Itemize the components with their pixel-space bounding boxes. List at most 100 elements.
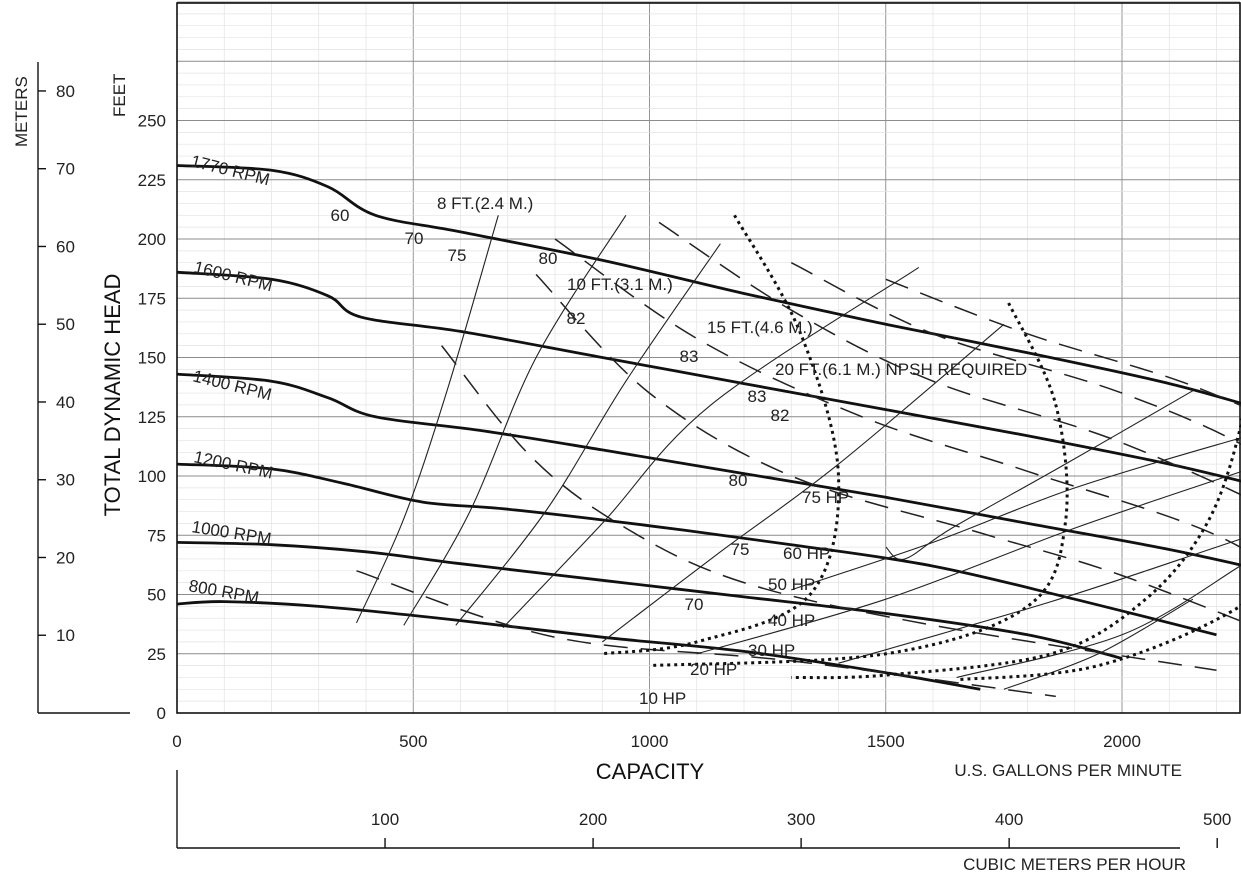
meters-axis-ticks: 10 20 30 40 50 60 70 80 bbox=[38, 82, 75, 645]
speed-curve-label: 1600 RPM bbox=[192, 257, 275, 295]
efficiency-curve-label: 70 bbox=[685, 595, 704, 614]
feet-tick-label: 50 bbox=[147, 586, 166, 605]
meters-tick-label: 10 bbox=[56, 626, 75, 645]
horsepower-curve-label: 60 HP bbox=[783, 544, 830, 563]
npsh-curves bbox=[602, 214, 1241, 682]
gpm-tick-label: 500 bbox=[399, 732, 427, 751]
gpm-tick-label: 2000 bbox=[1103, 732, 1141, 751]
speed-curve bbox=[176, 164, 1241, 405]
m3h-tick-label: 200 bbox=[579, 810, 607, 829]
npsh-curve-label: 15 FT.(4.6 M.) bbox=[707, 318, 813, 337]
npsh-curve bbox=[956, 604, 1241, 682]
gpm-unit-label: U.S. GALLONS PER MINUTE bbox=[954, 761, 1182, 780]
feet-tick-label: 125 bbox=[138, 408, 166, 427]
y-axis-title: TOTAL DYNAMIC HEAD bbox=[100, 274, 125, 517]
efficiency-curve-label: 83 bbox=[680, 347, 699, 366]
efficiency-curve bbox=[601, 323, 1005, 643]
horsepower-curve-label: 10 HP bbox=[639, 689, 686, 708]
m3h-tick-label: 300 bbox=[787, 810, 815, 829]
horsepower-curve-label: 40 HP bbox=[768, 611, 815, 630]
horsepower-curve bbox=[441, 345, 1217, 672]
efficiency-curve-label: 80 bbox=[729, 471, 748, 490]
efficiency-curve bbox=[355, 215, 499, 624]
x-axis-title: CAPACITY bbox=[596, 759, 705, 784]
efficiency-curve-label: 82 bbox=[771, 406, 790, 425]
speed-curves bbox=[176, 164, 1241, 691]
horsepower-curve bbox=[535, 273, 1241, 622]
feet-unit-label: FEET bbox=[110, 74, 129, 117]
feet-tick-label: 0 bbox=[157, 704, 166, 723]
npsh-curve-label: 20 FT.(6.1 M.) NPSH REQUIRED bbox=[775, 360, 1027, 379]
efficiency-curve-label: 75 bbox=[731, 540, 750, 559]
horsepower-curve-label: 75 HP bbox=[802, 488, 849, 507]
horsepower-curve-label: 20 HP bbox=[690, 660, 737, 679]
feet-tick-label: 25 bbox=[147, 645, 166, 664]
horsepower-curve bbox=[885, 278, 1241, 407]
horsepower-curves bbox=[356, 221, 1241, 698]
m3h-tick-label: 500 bbox=[1203, 810, 1231, 829]
horsepower-curve bbox=[554, 238, 1241, 549]
meters-tick-label: 50 bbox=[56, 315, 75, 334]
speed-curve bbox=[176, 541, 1123, 660]
feet-tick-label: 150 bbox=[138, 349, 166, 368]
npsh-curve-label: 10 FT.(3.1 M.) bbox=[567, 275, 673, 294]
feet-tick-label: 200 bbox=[138, 230, 166, 249]
efficiency-curve-label: 70 bbox=[405, 229, 424, 248]
m3h-unit-label: CUBIC METERS PER HOUR bbox=[963, 855, 1186, 874]
horsepower-curve-label: 30 HP bbox=[748, 641, 795, 660]
efficiency-curve-label: 75 bbox=[448, 246, 467, 265]
grid bbox=[177, 1, 1240, 713]
meters-tick-label: 20 bbox=[56, 548, 75, 567]
meters-tick-label: 30 bbox=[56, 471, 75, 490]
speed-curve bbox=[176, 372, 1241, 567]
m3h-tick-label: 100 bbox=[371, 810, 399, 829]
feet-tick-label: 225 bbox=[138, 171, 166, 190]
efficiency-curve-label: 82 bbox=[567, 309, 586, 328]
efficiency-curve bbox=[791, 437, 1241, 591]
efficiency-curve bbox=[838, 538, 1241, 664]
meters-tick-label: 40 bbox=[56, 393, 75, 412]
gpm-tick-label: 1000 bbox=[631, 732, 669, 751]
efficiency-curve bbox=[1003, 598, 1194, 690]
meters-unit-label: METERS bbox=[12, 76, 31, 147]
npsh-curve-label: 8 FT.(2.4 M.) bbox=[437, 194, 533, 213]
efficiency-curve bbox=[696, 471, 1241, 655]
efficiency-curve-label: 83 bbox=[748, 387, 767, 406]
efficiency-curves bbox=[355, 215, 1241, 690]
feet-tick-label: 175 bbox=[138, 289, 166, 308]
efficiency-curve-label: 60 bbox=[331, 206, 350, 225]
speed-curve-label: 1770 RPM bbox=[189, 151, 272, 189]
npsh-curve bbox=[649, 302, 1069, 668]
gpm-tick-label: 0 bbox=[172, 732, 181, 751]
horsepower-curve bbox=[356, 570, 1056, 698]
speed-curve-label: 1400 RPM bbox=[191, 366, 274, 404]
m3h-axis-ticks: 100200300400500600700800 bbox=[371, 810, 1231, 848]
npsh-curve bbox=[791, 416, 1241, 680]
feet-tick-label: 100 bbox=[138, 467, 166, 486]
horsepower-curve-label: 50 HP bbox=[768, 575, 815, 594]
plot-frame bbox=[176, 2, 1241, 714]
efficiency-curve bbox=[403, 215, 627, 626]
m3h-tick-label: 400 bbox=[995, 810, 1023, 829]
efficiency-curve bbox=[885, 390, 1194, 561]
speed-curve bbox=[176, 270, 1241, 483]
speed-curve bbox=[176, 462, 1217, 637]
horsepower-curve bbox=[790, 262, 1241, 445]
efficiency-curve bbox=[455, 243, 721, 626]
speed-curve bbox=[176, 600, 981, 691]
gpm-tick-label: 1500 bbox=[867, 732, 905, 751]
npsh-curve bbox=[602, 214, 841, 656]
feet-axis-ticks: 0 25 50 75 100 125 150 175 200 225 250 bbox=[138, 112, 166, 724]
feet-tick-label: 75 bbox=[147, 526, 166, 545]
meters-tick-label: 80 bbox=[56, 82, 75, 101]
efficiency-curve bbox=[956, 565, 1241, 679]
horsepower-curve bbox=[658, 221, 1241, 496]
efficiency-curve bbox=[502, 266, 920, 629]
efficiency-curve-label: 80 bbox=[539, 249, 558, 268]
gpm-axis-ticks: 050010001500200025003000 bbox=[172, 732, 1141, 751]
meters-tick-label: 60 bbox=[56, 237, 75, 256]
meters-tick-label: 70 bbox=[56, 160, 75, 179]
feet-tick-label: 250 bbox=[138, 112, 166, 131]
